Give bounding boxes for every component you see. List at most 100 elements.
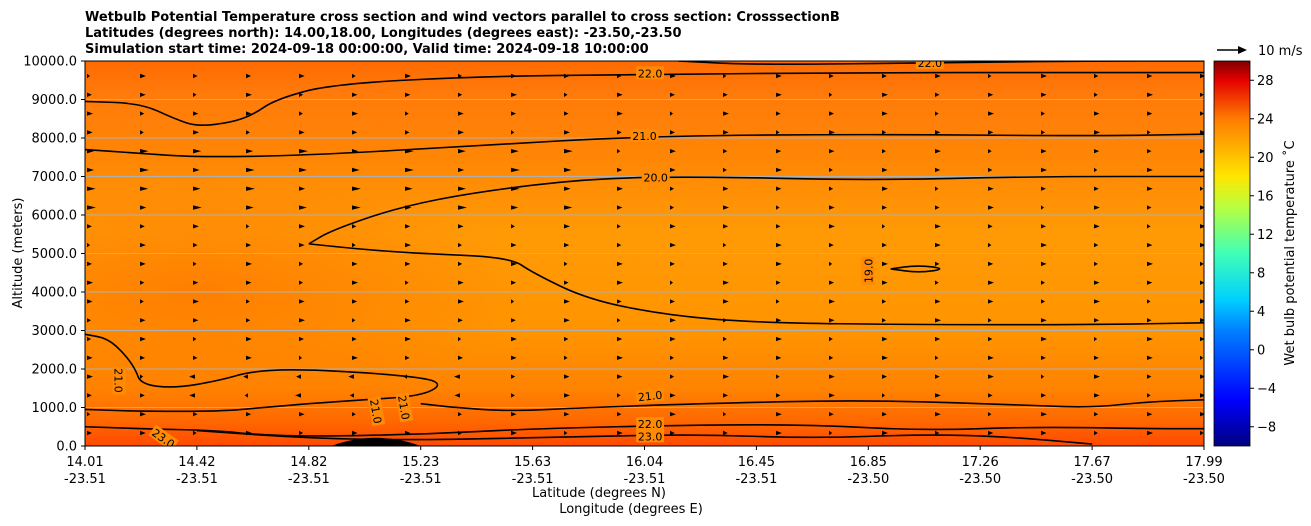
wind-vector-arrow [988, 167, 993, 173]
wind-vector-arrow [776, 167, 782, 173]
x-tick-label-longitude: -23.50 [847, 472, 889, 487]
colorbar-tick-label: 20 [1257, 151, 1274, 166]
wind-vector-arrow [1200, 299, 1204, 304]
wind-vector-arrow [935, 412, 941, 417]
contour-label-background [636, 429, 665, 443]
contour-label-background [636, 66, 665, 80]
quiver-key-arrow-head [1238, 46, 1247, 54]
wind-vector-arrow [776, 205, 780, 210]
wind-vector-arrow [87, 130, 93, 135]
wind-vector-arrow [988, 393, 993, 398]
wind-vector-arrow [617, 430, 623, 436]
contour-label-background [148, 424, 179, 446]
wind-vector-arrow [829, 280, 835, 285]
wind-vector-arrow [295, 393, 301, 398]
wind-vector-arrow [246, 148, 254, 154]
wind-vector-arrow [776, 374, 780, 379]
wind-vector-arrow [193, 430, 197, 436]
wind-vector-arrow [988, 186, 994, 191]
wind-vector-arrow [935, 167, 941, 173]
wind-vector-arrow [1041, 92, 1047, 97]
wind-vector-arrow [405, 186, 413, 191]
wind-vector-arrow [829, 92, 833, 97]
wind-vector-arrow [193, 205, 202, 210]
wind-vector-arrow [246, 299, 250, 304]
wind-vector-arrow [670, 111, 674, 116]
wind-vector-arrow [1094, 224, 1100, 229]
contour-line [890, 265, 941, 273]
wind-vector-arrow [140, 92, 146, 97]
wind-vector-arrow [193, 280, 199, 285]
wind-vector-arrow [246, 355, 252, 361]
wind-vector-arrow [1200, 336, 1204, 342]
wind-vector-arrow [454, 393, 460, 398]
wind-vector-arrow [617, 355, 623, 361]
wind-vector-arrow [882, 224, 886, 229]
wind-vector-arrow [193, 111, 199, 116]
wind-vector-arrow [140, 224, 145, 229]
wind-vector-arrow [87, 186, 96, 191]
wind-vector-arrow [617, 318, 621, 323]
wind-vector-arrow [87, 412, 91, 417]
colorbar-scale [1213, 60, 1251, 447]
wind-vector-arrow [511, 242, 517, 248]
wind-vector-arrow [511, 261, 517, 267]
wind-vector-arrow [829, 148, 835, 154]
quiver-key-label: 10 m/s [1258, 44, 1303, 59]
wind-vector-arrow [352, 412, 356, 417]
wind-vector-arrow [988, 148, 992, 154]
wind-vector-arrow [352, 111, 358, 116]
wind-vector-arrow [988, 336, 993, 342]
wind-vector-arrow [1041, 186, 1046, 191]
wind-vector-arrow [299, 318, 305, 323]
colorbar-tick-label: 16 [1257, 189, 1274, 204]
wind-vector-arrow [1200, 224, 1204, 229]
wind-vector-arrow [1200, 148, 1204, 154]
wind-vector-arrow [988, 92, 994, 97]
wind-vector-arrow [246, 111, 252, 116]
wind-vector-arrow [988, 355, 994, 361]
wind-vector-arrow [1147, 73, 1153, 79]
wind-vector-arrow [988, 130, 994, 135]
wind-vector-arrow [511, 374, 516, 379]
wind-vector-arrow [87, 224, 92, 229]
wind-vector-arrow [564, 186, 571, 191]
wind-vector-arrow [882, 374, 887, 379]
wind-vector-arrow [1094, 374, 1100, 379]
colorbar-ticks: −8 −4 0 4 8 12 16 20 24 28 [1250, 74, 1276, 435]
wind-vector-arrow [405, 224, 411, 229]
wind-vector-arrow [140, 130, 144, 135]
colorbar-tick-label: 8 [1257, 266, 1265, 281]
wind-vector-arrow [723, 430, 728, 436]
x-tick-label-latitude: 14.01 [66, 455, 103, 470]
wind-vector-arrow [829, 299, 835, 304]
wind-vector-arrow [458, 111, 464, 116]
wind-vector-arrow [776, 186, 782, 191]
wind-vector-arrow [140, 393, 145, 398]
contour-label-group: 19.0 [861, 256, 875, 285]
wind-vector-arrow [670, 355, 674, 361]
wind-vector-arrow [670, 393, 676, 398]
x-axis-title-longitude: Longitude (degrees E) [559, 502, 703, 517]
wind-vector-arrow [1147, 130, 1151, 135]
contour-label-background [630, 129, 659, 143]
wind-vector-arrow [1094, 261, 1098, 267]
wind-vector-arrow [140, 299, 144, 304]
wind-vector-arrow [670, 318, 676, 323]
contour-label: 22.0 [638, 418, 663, 431]
contour-label-group: 21.0 [395, 392, 414, 423]
wind-vector-arrow [617, 92, 623, 97]
wind-vector-arrow [776, 73, 782, 79]
wind-vector-arrow [617, 412, 622, 417]
wind-vector-arrow [193, 186, 201, 191]
wind-vector-arrow [776, 412, 782, 417]
wind-vector-arrow [935, 92, 940, 97]
wind-vector-arrow [1147, 430, 1153, 436]
wind-vector-arrow [564, 92, 568, 97]
quiver-key: 10 m/s [1217, 44, 1303, 59]
contour-label-background [395, 392, 414, 423]
wind-vector-arrow [246, 205, 254, 210]
wind-vector-arrow [458, 355, 464, 361]
wind-vector-arrow [776, 111, 781, 116]
wind-vector-arrow [617, 148, 621, 154]
